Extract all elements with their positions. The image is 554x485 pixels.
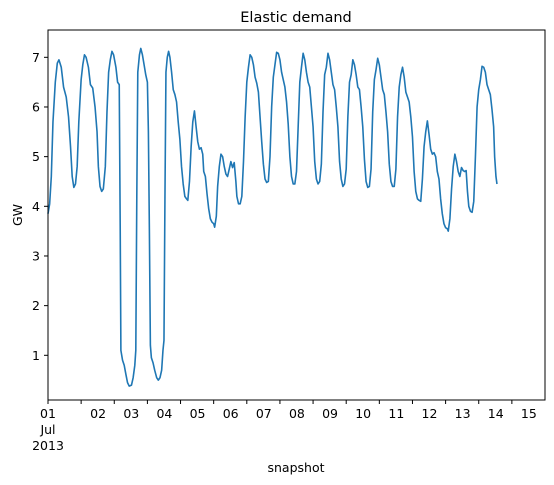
x-tick-label: 02 <box>90 406 106 421</box>
y-tick-label: 1 <box>32 348 40 363</box>
x-tick-label: 12 <box>422 406 438 421</box>
y-tick-label: 6 <box>32 99 40 114</box>
y-tick-label: 3 <box>32 248 40 263</box>
x-tick-label: 14 <box>488 406 504 421</box>
x-tick-label: 13 <box>455 406 471 421</box>
chart-title: Elastic demand <box>240 10 351 26</box>
y-tick-label: 7 <box>32 50 40 65</box>
plot-frame <box>47 29 546 401</box>
x-tick-label: 08 <box>289 406 305 421</box>
x-tick-label: Jul <box>39 422 55 437</box>
y-axis-label: GW <box>10 204 25 226</box>
x-axis-label: snapshot <box>267 460 324 475</box>
x-tick-label: 09 <box>322 406 338 421</box>
x-tick-label: 10 <box>355 406 371 421</box>
series-line-0 <box>47 47 498 387</box>
x-tick-label: 01 <box>40 406 56 421</box>
x-tick-label: 03 <box>123 406 139 421</box>
x-tick-label: 04 <box>156 406 172 421</box>
x-tick-label: 15 <box>521 406 537 421</box>
x-tick-label: 07 <box>256 406 272 421</box>
x-tick-label: 2013 <box>32 438 64 453</box>
y-tick-label: 2 <box>32 298 40 313</box>
y-tick-label: 5 <box>32 149 40 164</box>
x-tick-label: 05 <box>190 406 206 421</box>
x-tick-label: 06 <box>223 406 239 421</box>
y-tick-label: 4 <box>32 199 40 214</box>
x-tick-label: 11 <box>388 406 404 421</box>
